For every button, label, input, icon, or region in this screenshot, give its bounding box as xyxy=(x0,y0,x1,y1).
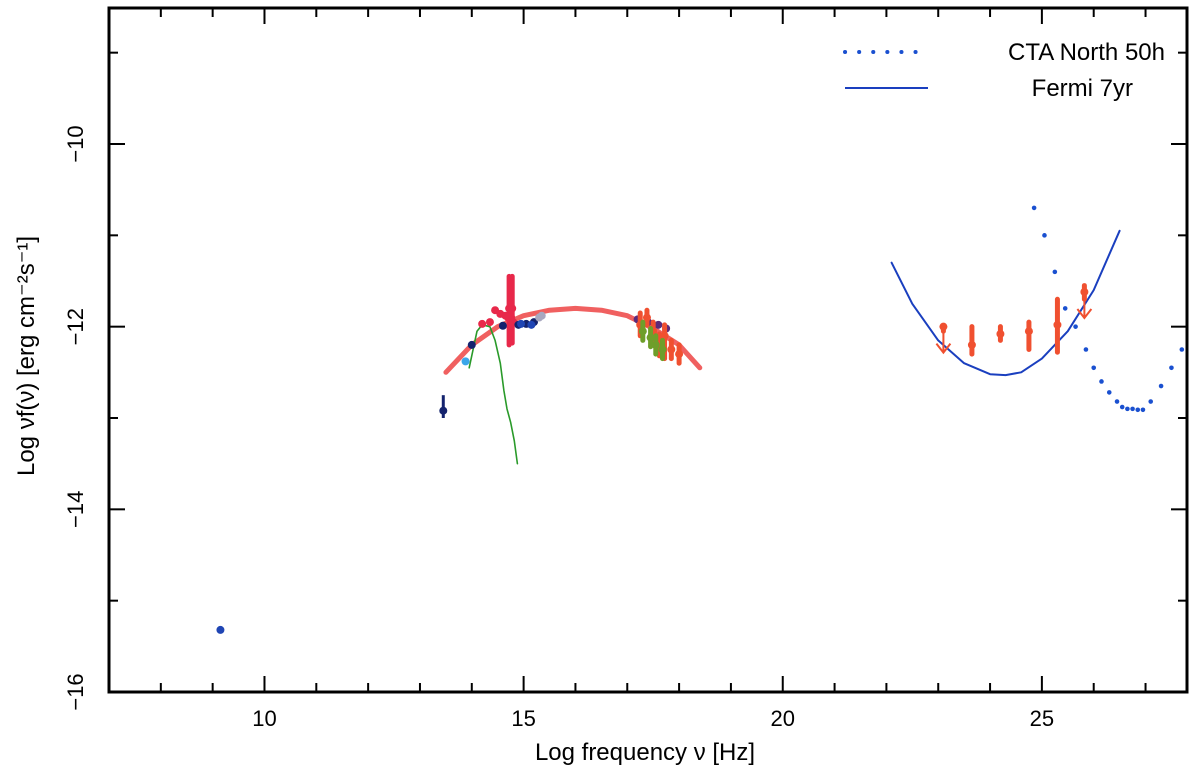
cta-sensitivity-point xyxy=(1119,404,1125,410)
cta-sensitivity-point xyxy=(1073,324,1078,329)
data-point xyxy=(939,322,948,331)
data-point xyxy=(504,313,513,322)
y-tick-label: −16 xyxy=(63,673,88,710)
data-point xyxy=(439,406,448,415)
curve-layer xyxy=(443,229,1121,465)
cta-sensitivity-point xyxy=(1169,365,1174,371)
data-point xyxy=(467,340,476,349)
cta-sensitivity-point xyxy=(1083,347,1089,352)
y-tick-label: −12 xyxy=(63,308,88,345)
data-point xyxy=(498,321,507,330)
x-tick-label: 25 xyxy=(1030,706,1054,731)
cta-sensitivity-point xyxy=(1099,379,1104,384)
cta-sensitivity-point xyxy=(1158,383,1164,389)
data-point xyxy=(996,329,1005,338)
cta-sensitivity-point xyxy=(1106,390,1112,395)
data-point xyxy=(216,625,225,634)
data-point xyxy=(506,322,515,331)
cta-sensitivity-point xyxy=(1140,407,1146,413)
data-marks-layer xyxy=(216,205,1185,634)
cta-sensitivity-point xyxy=(1042,233,1047,238)
data-point xyxy=(1024,327,1033,336)
cta-sensitivity-point xyxy=(1179,347,1185,352)
data-point xyxy=(658,345,667,354)
data-point xyxy=(461,357,470,366)
plot-frame xyxy=(107,6,1189,694)
cta-sensitivity-point xyxy=(1148,399,1154,404)
data-point xyxy=(638,327,647,336)
data-point xyxy=(654,320,663,329)
plot-frame-layer xyxy=(107,6,1189,694)
data-point xyxy=(1080,287,1089,296)
data-point xyxy=(651,340,660,349)
legend-label-fermi: Fermi 7yr xyxy=(1032,75,1133,102)
data-point xyxy=(646,333,655,342)
x-axis-label: Log frequency ν [Hz] xyxy=(535,739,755,766)
cta-sensitivity-point xyxy=(1114,399,1120,404)
data-point xyxy=(1053,320,1062,329)
cta-sensitivity-point xyxy=(1135,407,1141,413)
y-tick-label: −10 xyxy=(63,125,88,162)
data-point xyxy=(675,350,684,359)
x-tick-label: 20 xyxy=(771,706,795,731)
data-point xyxy=(667,345,676,354)
y-tick-label: −14 xyxy=(63,491,88,528)
tick-layer: 10 15 20 25 −16 −14 −12 −10 xyxy=(63,8,1187,731)
legend: CTA North 50h Fermi 7yr xyxy=(843,39,1165,102)
x-tick-label: 10 xyxy=(252,706,276,731)
data-point xyxy=(478,319,487,328)
cta-sensitivity-point xyxy=(1130,406,1135,412)
data-point xyxy=(967,340,976,349)
upper-limit-arrow xyxy=(935,328,952,355)
cta-sensitivity-point xyxy=(1091,365,1097,371)
legend-label-cta: CTA North 50h xyxy=(1008,39,1165,66)
cta-sensitivity-point xyxy=(1062,306,1068,311)
x-tick-label: 15 xyxy=(511,706,535,731)
data-point xyxy=(517,319,526,328)
cta-sensitivity-point xyxy=(1125,406,1130,412)
data-point xyxy=(537,311,546,320)
series-line-fermi-7yr xyxy=(890,229,1121,377)
upper-limit-arrow xyxy=(1076,293,1093,320)
data-point xyxy=(642,313,651,322)
data-point xyxy=(527,320,536,329)
data-point xyxy=(485,318,494,327)
cta-sensitivity-point xyxy=(1052,269,1058,275)
y-axis-label: Log νf(ν) [erg cm⁻²s⁻¹] xyxy=(13,236,40,476)
data-point xyxy=(660,331,669,340)
cta-sensitivity-point xyxy=(1031,205,1037,211)
